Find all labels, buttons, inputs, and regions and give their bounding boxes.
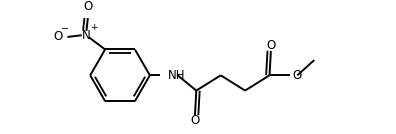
Text: +: + <box>90 23 98 32</box>
Text: O: O <box>292 69 301 82</box>
Text: −: − <box>61 25 70 34</box>
Text: N: N <box>82 29 91 42</box>
Text: O: O <box>53 30 63 43</box>
Text: O: O <box>266 39 276 52</box>
Text: O: O <box>190 114 200 127</box>
Text: NH: NH <box>168 69 185 82</box>
Text: O: O <box>84 0 93 13</box>
